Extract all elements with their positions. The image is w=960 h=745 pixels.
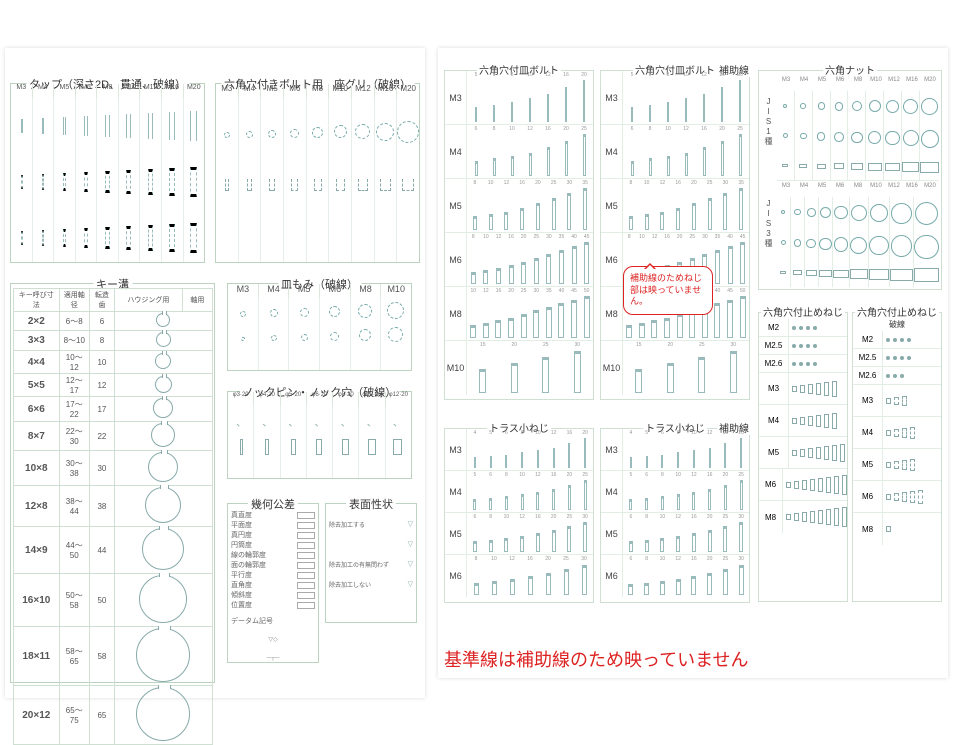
keyway-section: キー溝 キー呼び寸法適用軸径転造歯ハウジング用軸用2×26～863×38～108… [10, 283, 215, 683]
col-head: φ6·20 [307, 392, 333, 406]
keyway-table: キー呼び寸法適用軸径転造歯ハウジング用軸用2×26～863×38～1084×41… [13, 288, 213, 745]
col-head: M16 [162, 84, 184, 98]
col-head: M4 [239, 84, 262, 98]
size-label: M5 [601, 513, 623, 554]
col-head: M10 [329, 84, 352, 98]
setscrew2-panel: 六角穴付止めねじ 破線 M2M2.5M2.6M3M4M5M6M8 [852, 312, 942, 602]
col-head: M4 [259, 284, 290, 298]
col-head: M6 [284, 84, 307, 98]
geom-title: 幾何公差 [248, 496, 298, 512]
col-head: M8 [97, 84, 119, 98]
footer-note: 基準線は補助線のため映っていません [444, 646, 749, 672]
setscrew1-panel: 六角穴付止めねじ M2M2.5M2.6M3M4M5M6M8 [758, 312, 848, 602]
csb1-panel: 六角穴付皿ボルト M356810121620M4681012162025M581… [444, 70, 594, 400]
size-label: M4 [601, 125, 623, 178]
truss1-panel: トラス小ねじ M3456810121620M45681012162025M568… [444, 428, 594, 603]
size-label: M4 [445, 471, 467, 512]
truss2-panel: トラス小ねじ 補助線 M3456810121620M45681012162025… [600, 428, 750, 603]
col-head: M8 [351, 284, 382, 298]
size-label: M3 [601, 71, 623, 124]
col-head: M5 [261, 84, 284, 98]
col-head: M3 [228, 284, 259, 298]
size-label: M10 [445, 341, 467, 395]
col-head: M16 [375, 84, 398, 98]
zaguri-cols: M3M4M5M6M8M10M12M16M20 [216, 84, 419, 98]
size-label: M3 [601, 429, 623, 470]
col-head: M20 [397, 84, 419, 98]
tap-cols: M3M4M5M6M8M10M12M16M20 [11, 84, 204, 98]
col-head: M6 [76, 84, 98, 98]
sara-cols: M3M4M5M6M8M10 [228, 284, 411, 298]
col-head: M5 [289, 284, 320, 298]
datum-symbol: ▽◇─┬─ [267, 637, 280, 661]
surface-title: 表面性状 [346, 496, 396, 512]
nut-type3: JIS3種 [763, 199, 774, 248]
size-label: M3 [445, 429, 467, 470]
size-label: M6 [445, 233, 467, 286]
left-page: タップ（深さ2D、貫通、破線） M3M4M5M6M8M10M12M16M20 六… [5, 48, 425, 698]
col-head: M10 [119, 84, 141, 98]
size-label: M5 [445, 513, 467, 554]
callout-bubble: 補助線のためねじ部は映っていません。 [623, 266, 713, 315]
size-label: M6 [601, 555, 623, 597]
size-label: M8 [601, 287, 623, 340]
col-head: M10 [381, 284, 411, 298]
ss2-title: 六角穴付止めねじ [855, 304, 939, 319]
col-head: M3 [216, 84, 239, 98]
knock-cols: φ3·20φ4·20φ5·20φ6·20φ8·20φ10·20φ12·20 [228, 392, 411, 406]
size-label: M10 [601, 341, 623, 395]
col-head: φ10·20 [359, 392, 385, 406]
size-label: M6 [601, 233, 623, 286]
ss1-title: 六角穴付止めねじ [761, 304, 845, 319]
nut-title: 六角ナット [823, 62, 877, 77]
col-head: M12 [140, 84, 162, 98]
size-label: M5 [445, 179, 467, 232]
col-head: M8 [307, 84, 330, 98]
col-head: φ8·20 [333, 392, 359, 406]
tap-section: タップ（深さ2D、貫通、破線） M3M4M5M6M8M10M12M16M20 [10, 83, 205, 263]
size-label: M6 [445, 555, 467, 597]
knock-section: ノックピン・ノック穴（破線） φ3·20φ4·20φ5·20φ6·20φ8·20… [227, 391, 412, 479]
datum-label: データム記号 [231, 616, 273, 626]
right-page: 六角穴付皿ボルト M356810121620M4681012162025M581… [438, 48, 948, 678]
col-head: φ3·20 [228, 392, 254, 406]
zaguri-section: 六角穴付きボルト用 座グリ（破線） M3M4M5M6M8M10M12M16M20 [215, 83, 420, 263]
col-head: M5 [54, 84, 76, 98]
ss2-sub: 破線 [887, 319, 907, 330]
size-label: M4 [445, 125, 467, 178]
col-head: M3 [11, 84, 33, 98]
col-head: M12 [352, 84, 375, 98]
col-head: M6 [320, 284, 351, 298]
nut-panel: 六角ナット JIS1種 JIS3種 M3M4M5M6M8M10M12M16M20… [758, 70, 942, 290]
col-head: M20 [184, 84, 205, 98]
surface-section: 表面性状 除去加工する▽▽除去加工の有無問わず▽除去加工しない▽ [325, 503, 417, 623]
col-head: φ5·20 [281, 392, 307, 406]
sara-section: 皿もみ（破線） M3M4M5M6M8M10 [227, 283, 412, 371]
size-label: M8 [445, 287, 467, 340]
col-head: φ12·20 [386, 392, 411, 406]
csb2-panel: 六角穴付皿ボルト 補助線 M356810121620M4681012162025… [600, 70, 750, 400]
col-head: φ4·20 [254, 392, 280, 406]
nut-type1: JIS1種 [763, 97, 774, 146]
size-label: M5 [601, 179, 623, 232]
geom-section: 幾何公差 真直度平面度真円度円筒度線の輪郭度面の輪郭度平行度直角度傾斜度位置度 … [227, 503, 319, 663]
col-head: M4 [33, 84, 55, 98]
size-label: M4 [601, 471, 623, 512]
size-label: M3 [445, 71, 467, 124]
